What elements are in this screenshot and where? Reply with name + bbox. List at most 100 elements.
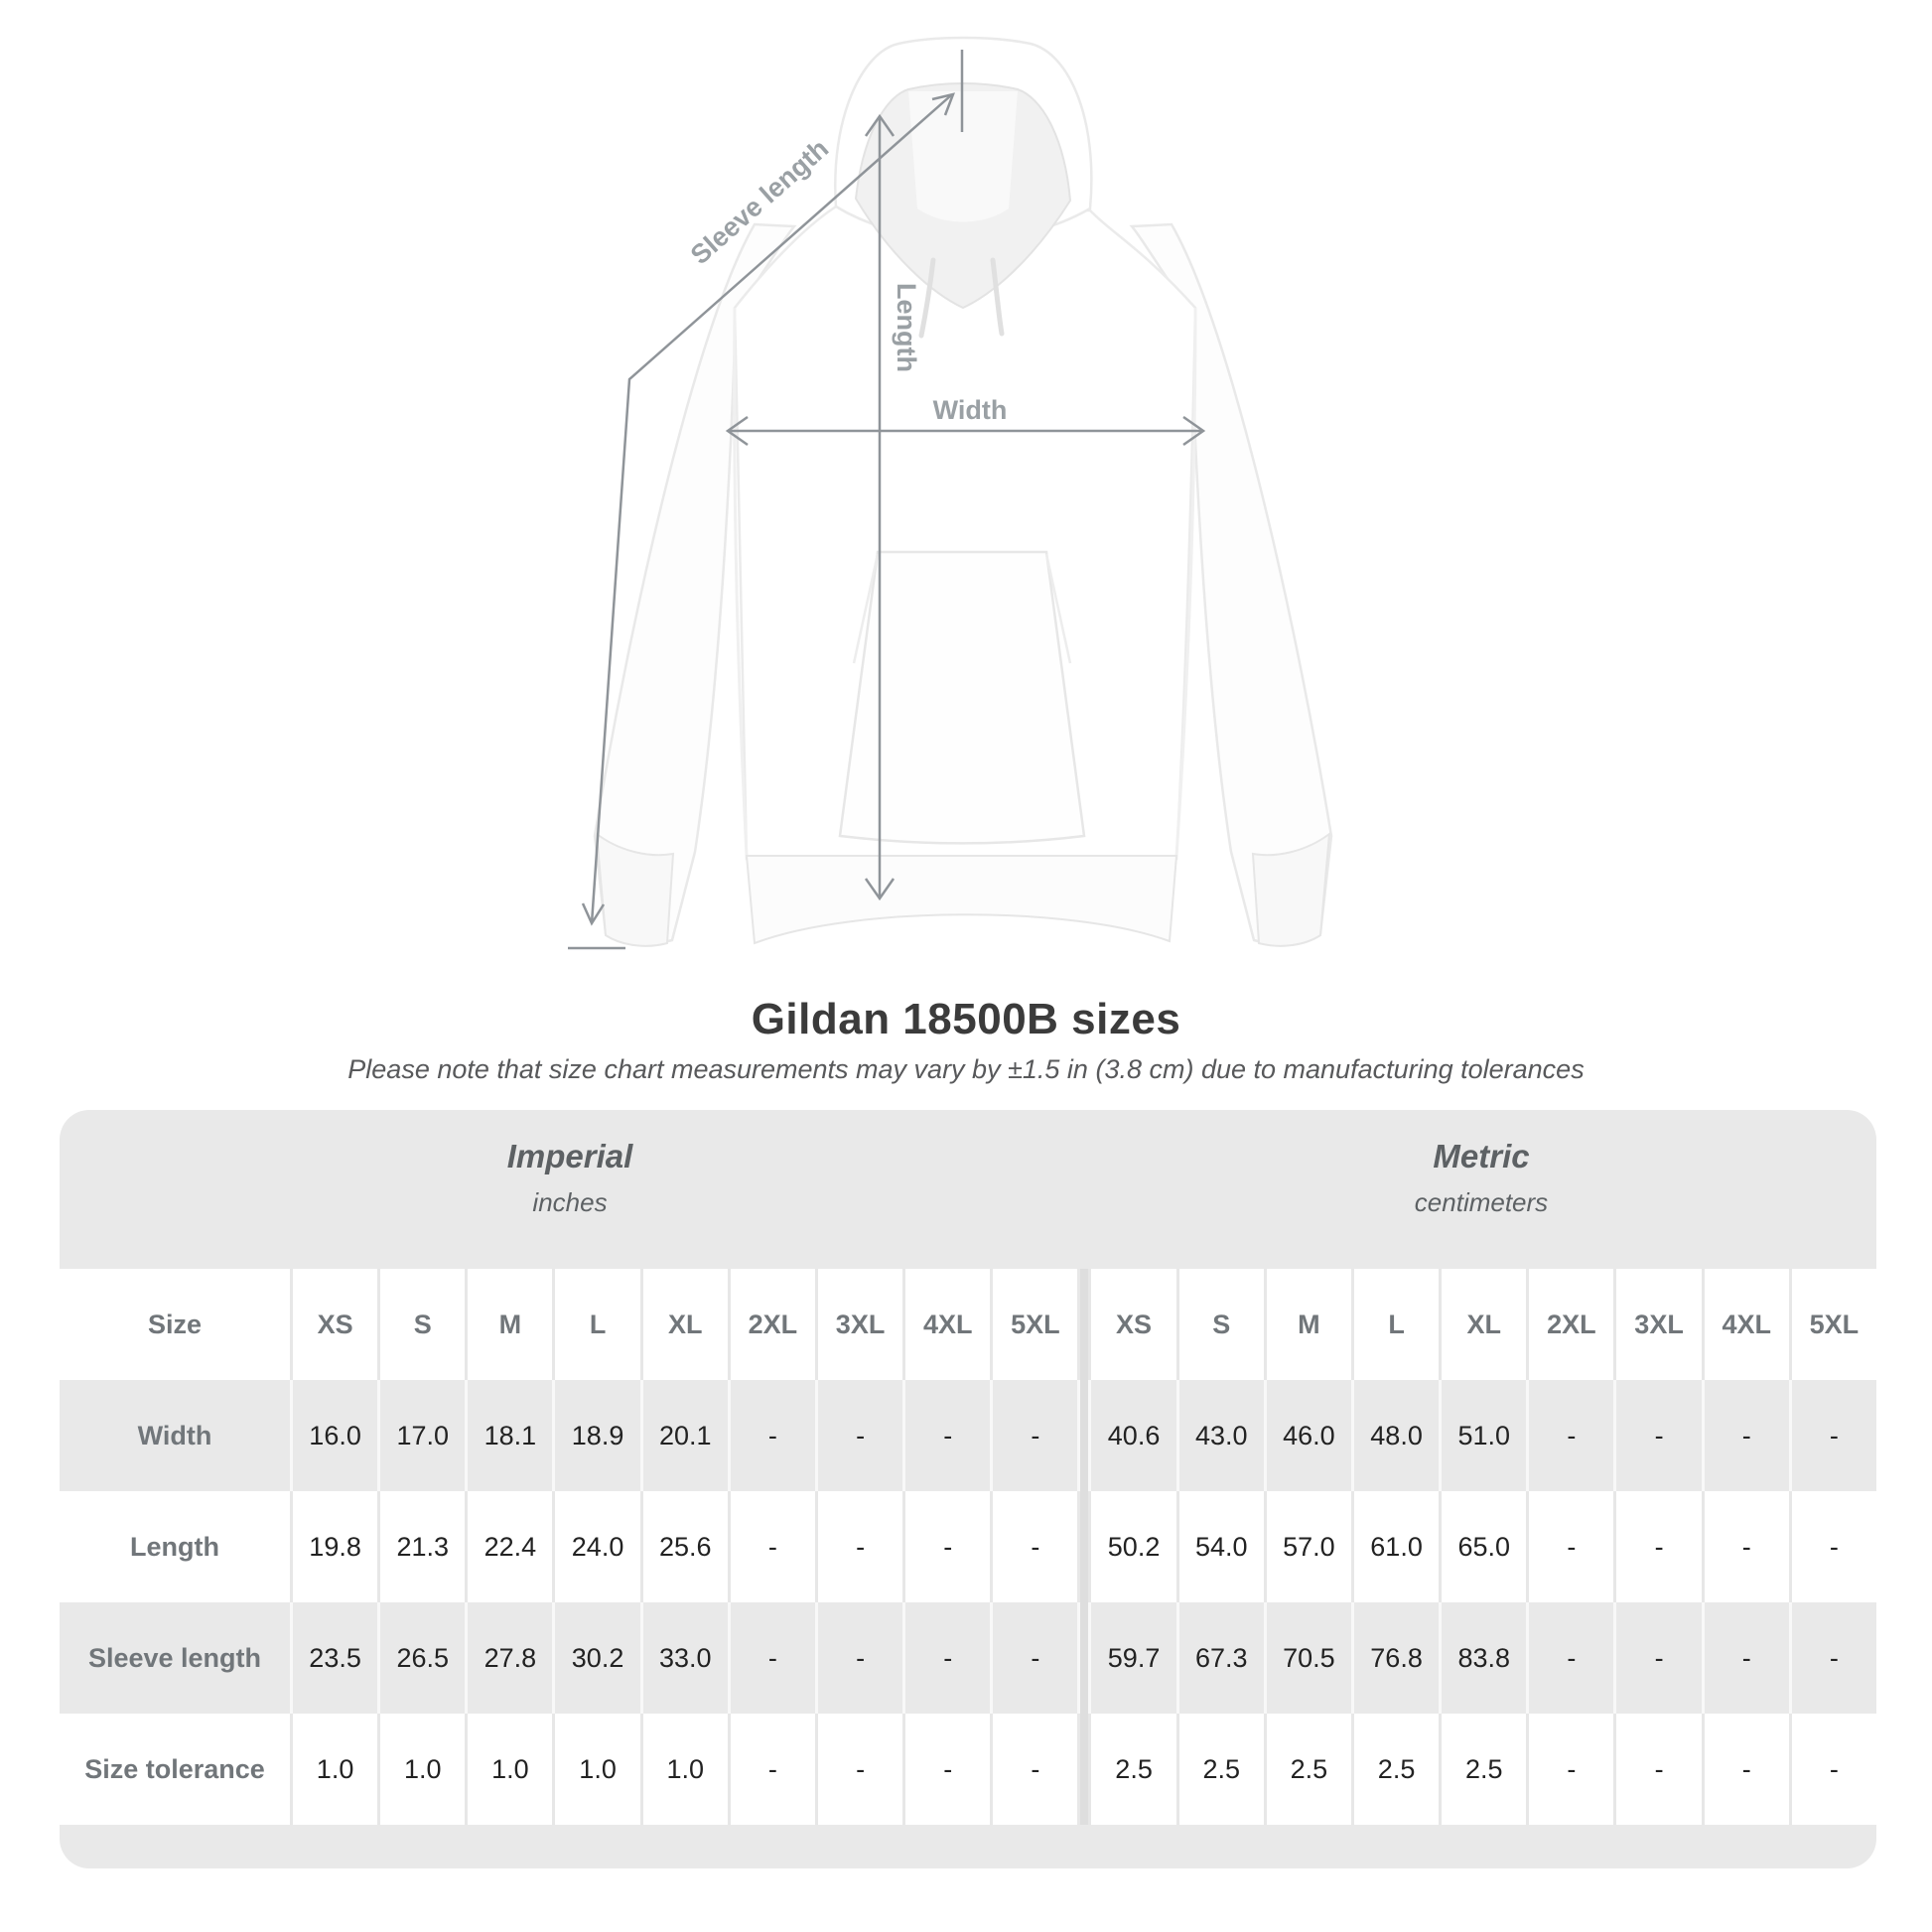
imperial-metric-divider (1080, 1491, 1089, 1602)
value-cell: 1.0 (380, 1714, 466, 1825)
value-cell: - (1791, 1380, 1876, 1491)
value-cell: 25.6 (642, 1491, 728, 1602)
length-arrow-bottom-icon (864, 878, 896, 901)
value-cell: 43.0 (1178, 1380, 1264, 1491)
imperial-unit: inches (532, 1187, 608, 1217)
imperial-metric-divider (1080, 1602, 1089, 1714)
value-cell: 50.2 (1091, 1491, 1176, 1602)
imperial-title: Imperial (506, 1138, 633, 1174)
table-row: Width 16.0 17.0 18.1 18.9 20.1- - - -40.6 43.0 46.… (60, 1380, 1876, 1491)
metric-header: Metric centimeters (1253, 1138, 1710, 1218)
value-cell: 48.0 (1353, 1380, 1440, 1491)
value-cell: - (1704, 1380, 1789, 1491)
value-cell: 2.5 (1353, 1714, 1440, 1825)
value-cell: 76.8 (1353, 1602, 1440, 1714)
value-cell: - (817, 1380, 903, 1491)
sleeve-arrow-top-icon (931, 92, 956, 116)
value-cell: - (1529, 1380, 1614, 1491)
value-cell: - (1791, 1714, 1876, 1825)
size-column-header: M (468, 1269, 553, 1380)
value-cell: 19.8 (293, 1491, 378, 1602)
value-cell: - (730, 1714, 815, 1825)
value-cell: 2.5 (1442, 1714, 1527, 1825)
hoodie-diagram: Sleeve length Length Width (568, 36, 1333, 950)
value-cell: - (1791, 1491, 1876, 1602)
size-column-header: 2XL (730, 1269, 815, 1380)
size-column-header: 5XL (993, 1269, 1078, 1380)
value-cell: 40.6 (1091, 1380, 1176, 1491)
width-arrow-right-icon (1182, 415, 1206, 447)
value-cell: 51.0 (1442, 1380, 1527, 1491)
value-cell: 2.5 (1178, 1714, 1264, 1825)
value-cell: 21.3 (380, 1491, 466, 1602)
value-cell: - (1529, 1491, 1614, 1602)
value-cell: 54.0 (1178, 1491, 1264, 1602)
value-cell: - (993, 1602, 1078, 1714)
value-cell: 17.0 (380, 1380, 466, 1491)
value-cell: 22.4 (468, 1491, 553, 1602)
value-cell: - (817, 1491, 903, 1602)
value-cell: 23.5 (293, 1602, 378, 1714)
width-arrow-left-icon (725, 415, 749, 447)
size-column-header: M (1266, 1269, 1351, 1380)
units-header-band: Imperial inches Metric centimeters (60, 1110, 1876, 1269)
size-column-header: L (1353, 1269, 1440, 1380)
value-cell: - (1616, 1491, 1702, 1602)
imperial-header: Imperial inches (342, 1138, 798, 1218)
value-cell: - (730, 1491, 815, 1602)
size-table-rows: Size XS S M L XL 2XL 3XL 4XL 5XL XS S M L XL 2XL 3XL 4XL 5… (60, 1269, 1876, 1825)
value-cell: - (905, 1714, 991, 1825)
value-cell: - (993, 1380, 1078, 1491)
size-column-header: 5XL (1791, 1269, 1876, 1380)
value-cell: 2.5 (1266, 1714, 1351, 1825)
table-row: Size tolerance 1.0 1.0 1.0 1.0 1.0- - - -2.5 2.5 2… (60, 1714, 1876, 1825)
length-arrow-top-icon (864, 113, 896, 137)
row-label: Size (60, 1269, 290, 1380)
table-header-row: Size XS S M L XL 2XL 3XL 4XL 5XL XS S M L XL 2XL 3XL 4XL 5… (60, 1269, 1876, 1380)
value-cell: - (730, 1602, 815, 1714)
value-cell: - (905, 1380, 991, 1491)
imperial-metric-divider (1080, 1269, 1089, 1380)
size-column-header: 4XL (905, 1269, 991, 1380)
value-cell: 24.0 (555, 1491, 640, 1602)
page-subtitle: Please note that size chart measurements… (347, 1054, 1585, 1084)
value-cell: - (1704, 1602, 1789, 1714)
size-column-header: XS (1091, 1269, 1176, 1380)
value-cell: - (1616, 1602, 1702, 1714)
value-cell: - (993, 1491, 1078, 1602)
size-column-header: 3XL (817, 1269, 903, 1380)
value-cell: 33.0 (642, 1602, 728, 1714)
size-column-header: XL (642, 1269, 728, 1380)
value-cell: 18.1 (468, 1380, 553, 1491)
size-column-header: L (555, 1269, 640, 1380)
sleeve-arrow-bottom-icon (581, 902, 606, 926)
size-column-header: XL (1442, 1269, 1527, 1380)
width-label: Width (933, 395, 1008, 425)
value-cell: 1.0 (293, 1714, 378, 1825)
value-cell: 65.0 (1442, 1491, 1527, 1602)
length-label: Length (892, 283, 921, 372)
value-cell: 1.0 (468, 1714, 553, 1825)
row-label: Size tolerance (60, 1714, 290, 1825)
value-cell: 46.0 (1266, 1380, 1351, 1491)
value-cell: - (1616, 1714, 1702, 1825)
value-cell: 20.1 (642, 1380, 728, 1491)
page-title: Gildan 18500B sizes (751, 995, 1181, 1043)
value-cell: 1.0 (555, 1714, 640, 1825)
value-cell: 67.3 (1178, 1602, 1264, 1714)
value-cell: - (817, 1602, 903, 1714)
value-cell: - (730, 1380, 815, 1491)
metric-unit: centimeters (1414, 1187, 1549, 1217)
sleeve-measure-line (590, 94, 952, 924)
value-cell: - (1791, 1602, 1876, 1714)
value-cell: 70.5 (1266, 1602, 1351, 1714)
value-cell: - (1529, 1714, 1614, 1825)
value-cell: - (1704, 1491, 1789, 1602)
value-cell: - (1616, 1380, 1702, 1491)
value-cell: 57.0 (1266, 1491, 1351, 1602)
size-column-header: XS (293, 1269, 378, 1380)
table-footer-band (60, 1825, 1876, 1868)
table-row: Length 19.8 21.3 22.4 24.0 25.6- - - -50.2 54.0 57… (60, 1491, 1876, 1602)
size-table: Imperial inches Metric centimeters Size X… (60, 1110, 1876, 1868)
size-column-header: S (380, 1269, 466, 1380)
